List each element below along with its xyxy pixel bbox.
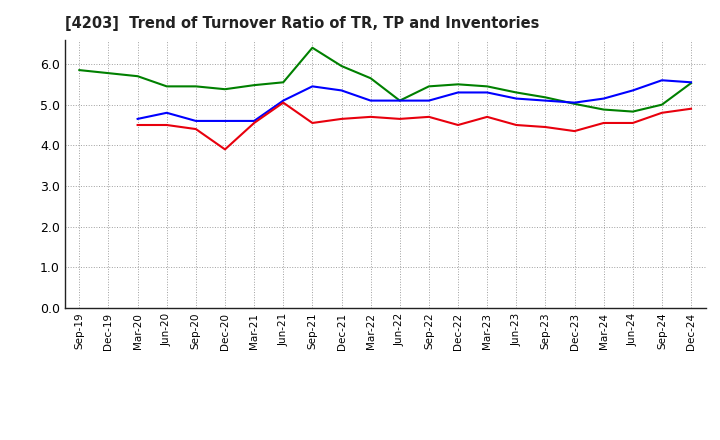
Line: Trade Payables: Trade Payables — [138, 80, 691, 121]
Trade Receivables — [570, 128, 579, 134]
Trade Payables — [657, 77, 666, 83]
Inventories — [570, 101, 579, 106]
Trade Receivables — [687, 106, 696, 111]
Trade Payables — [687, 80, 696, 85]
Trade Receivables — [657, 110, 666, 115]
Trade Receivables — [250, 120, 258, 125]
Inventories — [425, 84, 433, 89]
Inventories — [163, 84, 171, 89]
Inventories — [75, 67, 84, 73]
Inventories — [192, 84, 200, 89]
Trade Receivables — [133, 122, 142, 128]
Trade Receivables — [163, 122, 171, 128]
Inventories — [483, 84, 492, 89]
Trade Payables — [133, 116, 142, 121]
Trade Payables — [308, 84, 317, 89]
Line: Inventories: Inventories — [79, 48, 691, 112]
Inventories — [599, 107, 608, 112]
Inventories — [657, 102, 666, 107]
Inventories — [220, 87, 229, 92]
Trade Payables — [454, 90, 462, 95]
Inventories — [337, 63, 346, 69]
Trade Receivables — [308, 120, 317, 125]
Inventories — [250, 83, 258, 88]
Line: Trade Receivables: Trade Receivables — [138, 103, 691, 150]
Trade Payables — [570, 100, 579, 105]
Text: [4203]  Trend of Turnover Ratio of TR, TP and Inventories: [4203] Trend of Turnover Ratio of TR, TP… — [65, 16, 539, 32]
Trade Receivables — [629, 120, 637, 125]
Trade Receivables — [337, 116, 346, 121]
Inventories — [687, 81, 696, 86]
Trade Payables — [279, 98, 287, 103]
Inventories — [366, 76, 375, 81]
Trade Payables — [220, 118, 229, 124]
Trade Payables — [163, 110, 171, 115]
Trade Payables — [512, 96, 521, 101]
Trade Payables — [366, 98, 375, 103]
Trade Payables — [250, 118, 258, 124]
Inventories — [308, 45, 317, 50]
Trade Receivables — [541, 125, 550, 130]
Trade Receivables — [395, 116, 404, 121]
Trade Payables — [629, 88, 637, 93]
Trade Payables — [483, 90, 492, 95]
Inventories — [629, 109, 637, 114]
Trade Receivables — [425, 114, 433, 120]
Trade Payables — [395, 98, 404, 103]
Inventories — [395, 98, 404, 103]
Inventories — [454, 82, 462, 87]
Trade Receivables — [366, 114, 375, 120]
Trade Receivables — [483, 114, 492, 120]
Trade Payables — [541, 98, 550, 103]
Trade Payables — [599, 96, 608, 101]
Trade Receivables — [279, 100, 287, 105]
Trade Payables — [337, 88, 346, 93]
Trade Receivables — [512, 122, 521, 128]
Trade Receivables — [220, 147, 229, 152]
Trade Receivables — [599, 120, 608, 125]
Trade Payables — [425, 98, 433, 103]
Inventories — [279, 80, 287, 85]
Inventories — [133, 73, 142, 79]
Trade Receivables — [192, 126, 200, 132]
Trade Payables — [192, 118, 200, 124]
Trade Receivables — [454, 122, 462, 128]
Inventories — [541, 95, 550, 100]
Inventories — [512, 90, 521, 95]
